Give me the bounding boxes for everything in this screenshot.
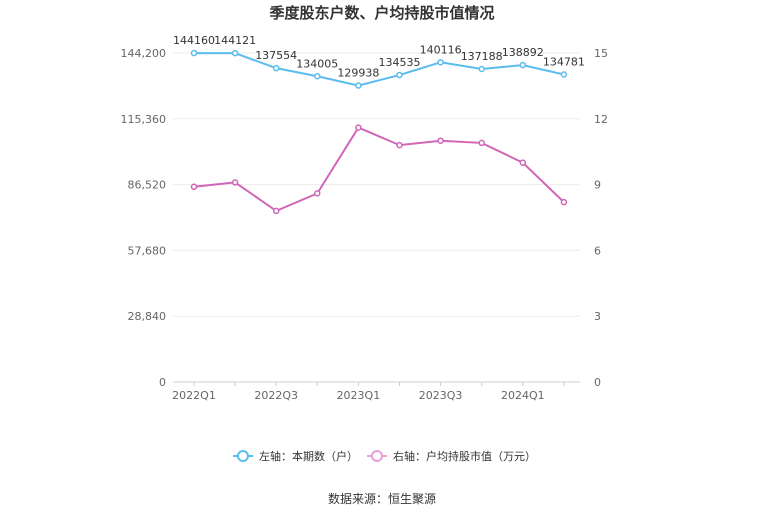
right-axis-tick-label: 12 <box>594 113 608 126</box>
source-note: 数据来源：恒生聚源 <box>328 491 436 506</box>
x-axis-tick-label: 2023Q1 <box>337 389 381 402</box>
legend-marker-icon <box>237 450 249 462</box>
x-axis-tick-label: 2023Q3 <box>419 389 463 402</box>
right-axis-tick-label: 0 <box>594 376 601 389</box>
left-axis-tick-label: 144,200 <box>121 47 167 60</box>
data-point[interactable] <box>396 71 403 79</box>
left-axis-tick-label: 57,680 <box>128 244 167 257</box>
data-point[interactable] <box>314 190 321 197</box>
data-label: 134535 <box>379 56 421 69</box>
data-point[interactable] <box>519 61 527 69</box>
data-point[interactable] <box>272 207 280 215</box>
legend-label-avg-value: 右轴：户均持股市值（万元） <box>393 449 536 463</box>
data-point[interactable] <box>190 49 198 57</box>
legend-item-households[interactable]: 左轴：本期数（户） <box>233 449 358 463</box>
chart-title: 季度股东户数、户均持股市值情况 <box>269 4 494 22</box>
series-group: 144160 144121 1375541340051299381345351401… <box>173 34 585 215</box>
data-point[interactable] <box>190 183 198 191</box>
data-label: 144160 <box>173 34 215 47</box>
data-point[interactable] <box>231 49 239 57</box>
data-label: 137554 <box>255 49 297 62</box>
right-axis-tick-label: 3 <box>594 310 601 323</box>
data-label: 134005 <box>296 57 338 70</box>
x-axis: 2022Q1 2022Q3 2023Q1 2023Q3 2024Q1 <box>172 382 565 402</box>
data-point[interactable] <box>478 65 485 73</box>
data-point[interactable] <box>560 198 568 206</box>
x-axis-tick-label: 2022Q1 <box>172 389 216 402</box>
data-point[interactable] <box>437 137 444 144</box>
data-point[interactable] <box>355 124 362 131</box>
data-point[interactable] <box>314 73 321 80</box>
legend-marker-icon <box>371 450 383 462</box>
right-axis-tick-label: 6 <box>594 244 601 257</box>
left-axis-tick-label: 115,360 <box>121 113 167 126</box>
data-label: 129938 <box>337 67 379 80</box>
right-axis-tick-label: 9 <box>594 179 601 192</box>
legend[interactable]: 左轴：本期数（户） 右轴：户均持股市值（万元） <box>233 449 536 463</box>
data-label: 138892 <box>502 46 544 59</box>
left-axis-tick-label: 86,520 <box>128 179 167 192</box>
data-point[interactable] <box>231 179 239 186</box>
right-axis-tick-label: 15 <box>594 47 608 60</box>
data-label: 134781 <box>543 55 585 68</box>
x-axis-tick-label: 2022Q3 <box>254 389 298 402</box>
left-axis-tick-label: 0 <box>159 376 166 389</box>
series-line-households <box>193 52 565 87</box>
data-label: 144121 <box>214 34 256 47</box>
data-point[interactable] <box>355 82 362 89</box>
legend-label-households: 左轴：本期数（户） <box>259 449 358 463</box>
data-point[interactable] <box>437 59 444 66</box>
data-point[interactable] <box>478 139 485 147</box>
data-point[interactable] <box>272 64 280 72</box>
data-point[interactable] <box>396 141 403 149</box>
series-line-avg-value <box>193 126 565 213</box>
x-axis-tick-label: 2024Q1 <box>501 389 545 402</box>
data-label: 137188 <box>461 50 503 63</box>
grid <box>173 52 580 383</box>
data-label: 140116 <box>420 43 462 56</box>
right-axis: 0 3 6 9 12 15 <box>594 47 608 389</box>
left-axis-tick-label: 28,840 <box>128 310 167 323</box>
data-point[interactable] <box>519 159 527 166</box>
left-axis: 0 28,840 57,680 86,520 115,360 144,200 <box>121 47 167 389</box>
data-point[interactable] <box>560 71 568 78</box>
legend-item-avg-value[interactable]: 右轴：户均持股市值（万元） <box>367 449 536 463</box>
